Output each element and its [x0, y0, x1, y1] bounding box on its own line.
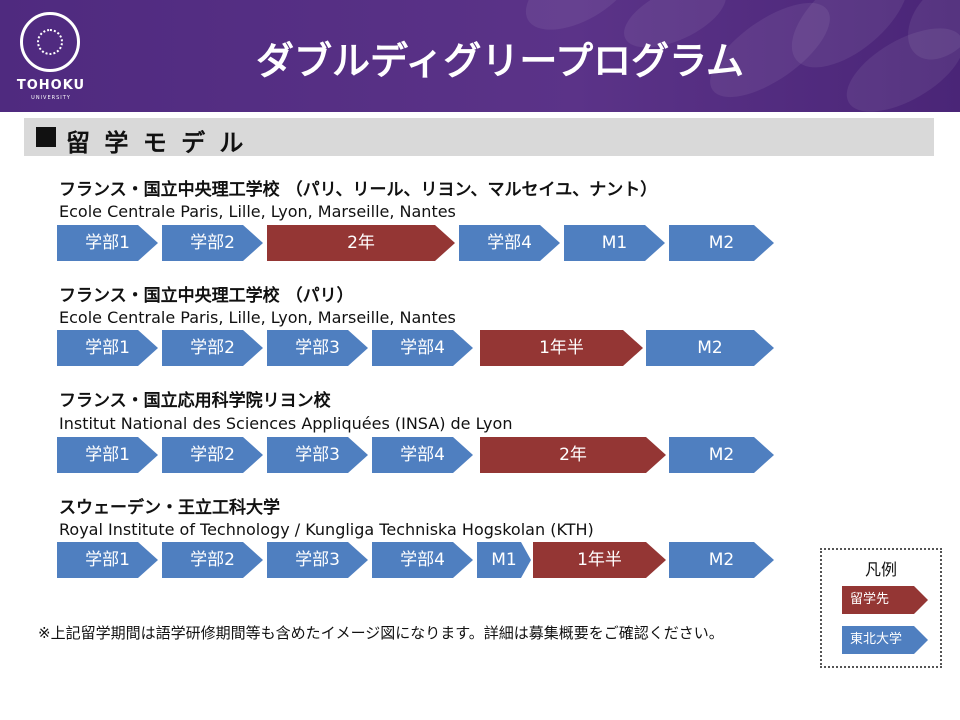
university-logo: TOHOKU UNIVERSITY — [12, 8, 92, 106]
page-title: ダブルディグリープログラム — [256, 39, 744, 83]
timeline-step: 学部3 — [267, 330, 368, 366]
timeline-step: M1 — [564, 225, 665, 261]
timeline-row: 学部1 学部2 学部3 学部4 2年 M2 — [0, 437, 960, 473]
program-title: フランス・国立応用科学院リヨン校 — [59, 391, 331, 411]
timeline-step: M2 — [669, 542, 774, 578]
timeline-row: 学部1 学部2 学部3 学部4 1年半 M2 — [0, 330, 960, 366]
timeline-step: 学部1 — [57, 437, 158, 473]
timeline-row: 学部1 学部2 学部3 学部4 M1 1年半 M2 — [0, 542, 960, 578]
section-heading-label: 留 学 モ デ ル — [66, 129, 247, 157]
timeline-step: 学部1 — [57, 542, 158, 578]
timeline-step: 学部2 — [162, 437, 263, 473]
timeline-step: M2 — [646, 330, 774, 366]
program-subtitle: Royal Institute of Technology / Kungliga… — [59, 520, 594, 539]
program-title: フランス・国立中央理工学校 （パリ） — [59, 286, 354, 306]
program-subtitle: Institut National des Sciences Appliquée… — [59, 414, 513, 433]
timeline-step: 学部1 — [57, 330, 158, 366]
header-banner: TOHOKU UNIVERSITY ダブルディグリープログラム — [0, 0, 960, 112]
timeline-step: M2 — [669, 437, 774, 473]
timeline-step: 1年半 — [480, 330, 643, 366]
timeline-step: M1 — [477, 542, 531, 578]
square-bullet-icon — [36, 127, 56, 147]
legend: 凡例 留学先 東北大学 — [820, 548, 942, 668]
timeline-step: 学部4 — [372, 542, 473, 578]
program-title: スウェーデン・王立工科大学 — [59, 498, 280, 518]
timeline-step: 学部1 — [57, 225, 158, 261]
timeline-step: 1年半 — [533, 542, 666, 578]
timeline-step: 学部2 — [162, 330, 263, 366]
timeline-step: 学部3 — [267, 542, 368, 578]
timeline-step: 2年 — [267, 225, 455, 261]
timeline-step: 学部2 — [162, 542, 263, 578]
program-subtitle: Ecole Centrale Paris, Lille, Lyon, Marse… — [59, 308, 456, 327]
timeline-step: 学部4 — [459, 225, 560, 261]
timeline-step: 学部3 — [267, 437, 368, 473]
timeline-step: M2 — [669, 225, 774, 261]
logo-name: TOHOKU — [16, 78, 86, 93]
legend-title: 凡例 — [864, 560, 897, 579]
timeline-step: 学部4 — [372, 437, 473, 473]
timeline-step: 学部2 — [162, 225, 263, 261]
footnote: ※上記留学期間は語学研修期間等も含めたイメージ図になります。詳細は募集概要をご確… — [38, 624, 724, 642]
program-subtitle: Ecole Centrale Paris, Lille, Lyon, Marse… — [59, 202, 456, 221]
wreath-icon — [20, 12, 80, 72]
legend-home: 東北大学 — [842, 626, 928, 654]
timeline-row: 学部1 学部2 2年 学部4 M1 M2 — [0, 225, 960, 261]
timeline-step: 2年 — [480, 437, 666, 473]
timeline-step: 学部4 — [372, 330, 473, 366]
section-heading: 留 学 モ デ ル — [24, 118, 934, 157]
logo-subtext: UNIVERSITY — [31, 95, 71, 101]
program-title: フランス・国立中央理工学校 （パリ、リール、リヨン、マルセイユ、ナント） — [59, 180, 658, 200]
legend-abroad: 留学先 — [842, 586, 928, 614]
